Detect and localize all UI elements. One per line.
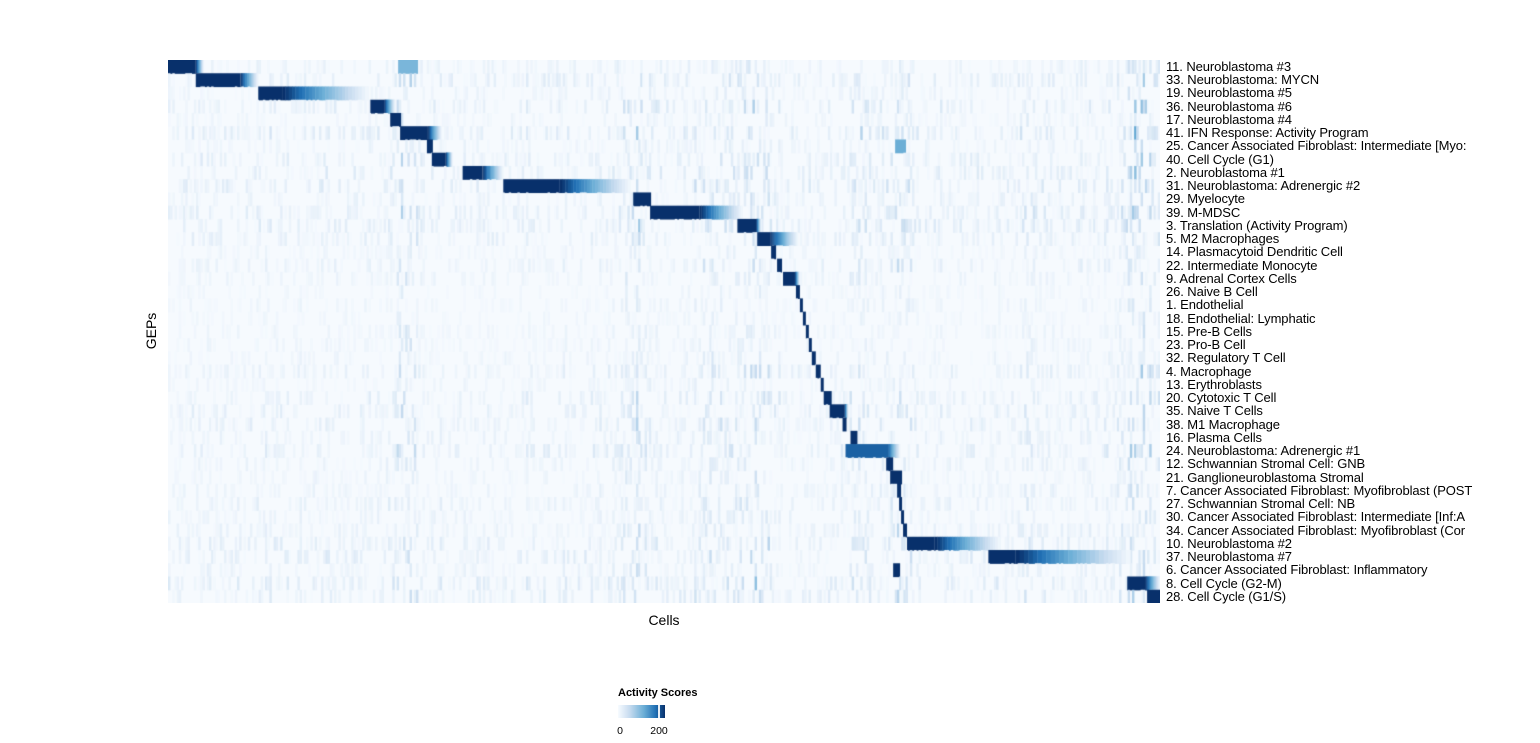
gep-row-label: 4. Macrophage [1166,363,1252,379]
gep-row-label: 30. Cancer Associated Fibroblast: Interm… [1166,509,1465,525]
gep-row-label: 39. M-MDSC [1166,204,1241,220]
legend: Activity Scores 0 200 [617,687,738,737]
gep-row-label: 34. Cancer Associated Fibroblast: Myofib… [1166,522,1465,538]
gep-row-label: 3. Translation (Activity Program) [1166,217,1348,233]
gep-row-label: 17. Neuroblastoma #4 [1166,111,1292,127]
gep-row-label: 9. Adrenal Cortex Cells [1166,270,1297,286]
gep-row-label: 29. Myelocyte [1166,191,1245,207]
gep-row-label: 7. Cancer Associated Fibroblast: Myofibr… [1166,482,1473,498]
gep-row-label: 21. Ganglioneuroblastoma Stromal [1166,469,1364,485]
gep-row-label: 19. Neuroblastoma #5 [1166,85,1292,101]
gep-row-label: 2. Neuroblastoma #1 [1166,164,1285,180]
gep-row-label: 41. IFN Response: Activity Program [1166,125,1369,141]
gep-row-label: 23. Pro-B Cell [1166,337,1246,353]
gep-row-label: 35. Naive T Cells [1166,403,1263,419]
gep-row-label: 36. Neuroblastoma #6 [1166,98,1292,114]
gep-row-label: 13. Erythroblasts [1166,376,1262,392]
gep-row-label: 26. Naive B Cell [1166,284,1258,300]
y-axis-title: GEPs [143,312,159,350]
x-axis-title: Cells [648,612,680,628]
legend-max-label: 200 [650,725,668,737]
gep-row-label: 11. Neuroblastoma #3 [1166,59,1291,74]
gep-row-label: 20. Cytotoxic T Cell [1166,390,1277,406]
gep-row-label: 14. Plasmacytoid Dendritic Cell [1166,244,1343,260]
gep-row-label: 8. Cell Cycle (G2-M) [1166,575,1282,591]
legend-tick [658,705,660,718]
gep-row-label: 12. Schwannian Stromal Cell: GNB [1166,456,1366,472]
gep-row-label: 5. M2 Macrophages [1166,231,1280,247]
gep-row-label: 25. Cancer Associated Fibroblast: Interm… [1166,138,1467,154]
gep-row-label: 28. Cell Cycle (G1/S) [1166,588,1286,604]
gep-row-label: 22. Intermediate Monocyte [1166,257,1318,273]
gep-row-label: 16. Plasma Cells [1166,429,1262,445]
gep-row-label: 24. Neuroblastoma: Adrenergic #1 [1166,443,1361,459]
heatmap-canvas [168,60,1160,603]
gep-row-label: 31. Neuroblastoma: Adrenergic #2 [1166,178,1361,194]
gep-row-label: 32. Regulatory T Cell [1166,350,1286,366]
gep-row-label: 18. Endothelial: Lymphatic [1166,310,1316,326]
gep-axis-labels: 11. Neuroblastoma #3 33. Neuroblastoma: M… [1166,60,1540,603]
gep-row-label: 38. M1 Macrophage [1166,416,1280,432]
gep-row-label: 37. Neuroblastoma #7 [1166,549,1292,565]
gep-row-label: 27. Schwannian Stromal Cell: NB [1166,496,1356,512]
legend-title: Activity Scores [618,687,698,699]
gep-row-label: 15. Pre-B Cells [1166,323,1252,339]
gep-row-label: 1. Endothelial [1166,297,1244,313]
gep-row-label: 10. Neuroblastoma #2 [1166,535,1292,551]
gep-row-label: 33. Neuroblastoma: MYCN [1166,72,1320,88]
legend-min-label: 0 [617,725,623,737]
legend-gradient-bar [618,705,665,718]
gep-row-label: 40. Cell Cycle (G1) [1166,151,1274,167]
gep-row-label: 6. Cancer Associated Fibroblast: Inflamm… [1166,562,1428,578]
